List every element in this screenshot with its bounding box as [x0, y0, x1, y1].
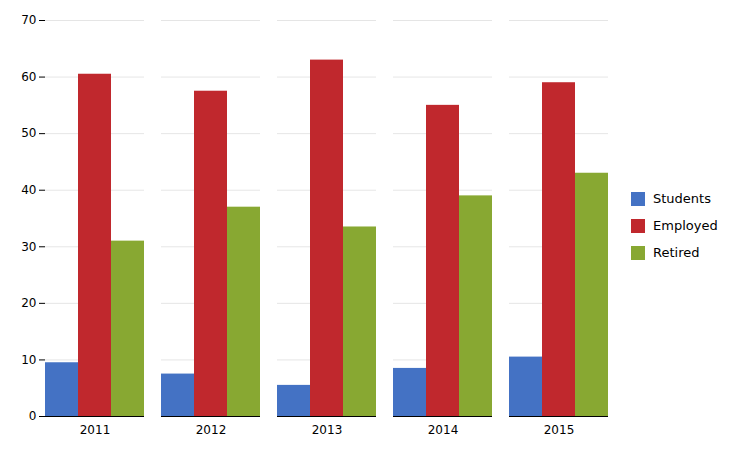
svg-text:2013: 2013	[312, 423, 343, 437]
svg-text:0: 0	[29, 409, 37, 423]
svg-text:2014: 2014	[428, 423, 459, 437]
svg-text:10: 10	[21, 352, 36, 366]
svg-text:2015: 2015	[544, 423, 575, 437]
svg-text:70: 70	[21, 13, 36, 27]
html-text:Students: Students	[653, 191, 711, 206]
svg-text:40: 40	[21, 183, 36, 197]
svg-text:50: 50	[21, 126, 36, 140]
html-text:Retired: Retired	[653, 245, 700, 260]
svg-text:30: 30	[21, 239, 36, 253]
html-text:Employed: Employed	[653, 218, 718, 233]
svg-text:20: 20	[21, 296, 36, 310]
svg-text:2011: 2011	[80, 423, 111, 437]
svg-text:60: 60	[21, 69, 36, 83]
svg-text:2012: 2012	[196, 423, 227, 437]
